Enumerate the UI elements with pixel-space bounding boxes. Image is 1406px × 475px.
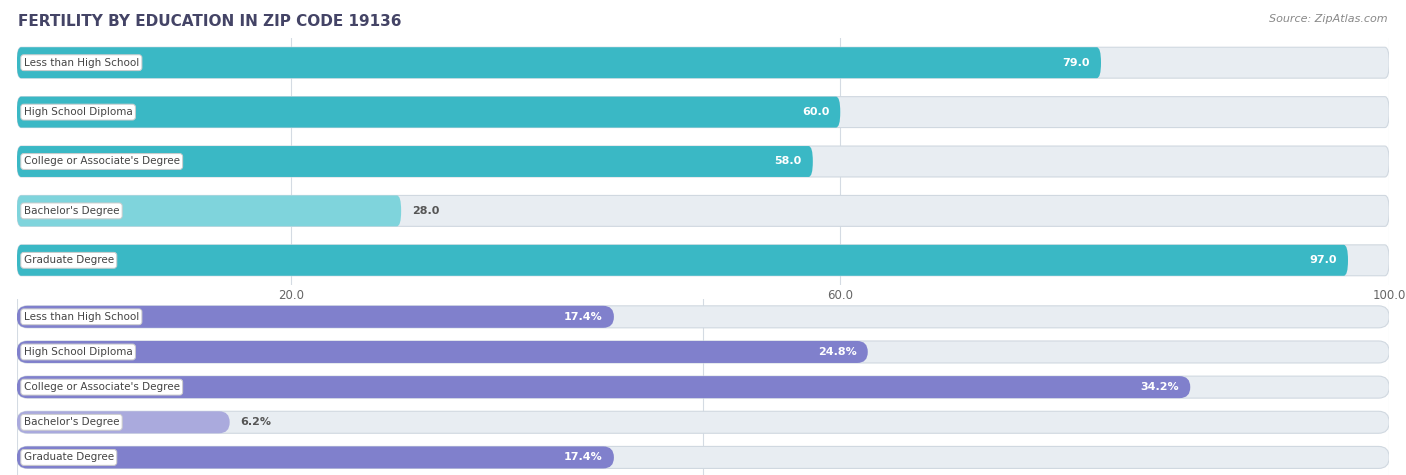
Text: 34.2%: 34.2% bbox=[1140, 382, 1180, 392]
FancyBboxPatch shape bbox=[17, 47, 1389, 78]
Text: 17.4%: 17.4% bbox=[564, 312, 603, 322]
Text: Less than High School: Less than High School bbox=[24, 57, 139, 68]
FancyBboxPatch shape bbox=[17, 245, 1389, 276]
FancyBboxPatch shape bbox=[17, 341, 1389, 363]
FancyBboxPatch shape bbox=[17, 245, 1348, 276]
FancyBboxPatch shape bbox=[17, 146, 813, 177]
FancyBboxPatch shape bbox=[17, 306, 1389, 328]
FancyBboxPatch shape bbox=[17, 376, 1389, 398]
FancyBboxPatch shape bbox=[17, 411, 229, 433]
FancyBboxPatch shape bbox=[17, 411, 1389, 433]
Text: 17.4%: 17.4% bbox=[564, 452, 603, 463]
Text: 28.0: 28.0 bbox=[412, 206, 440, 216]
Text: High School Diploma: High School Diploma bbox=[24, 107, 132, 117]
FancyBboxPatch shape bbox=[17, 341, 868, 363]
FancyBboxPatch shape bbox=[17, 376, 1191, 398]
FancyBboxPatch shape bbox=[17, 306, 614, 328]
Text: 60.0: 60.0 bbox=[801, 107, 830, 117]
Text: Less than High School: Less than High School bbox=[24, 312, 139, 322]
Text: 97.0: 97.0 bbox=[1309, 255, 1337, 266]
Text: 58.0: 58.0 bbox=[775, 156, 801, 167]
Text: Bachelor's Degree: Bachelor's Degree bbox=[24, 206, 120, 216]
Text: College or Associate's Degree: College or Associate's Degree bbox=[24, 382, 180, 392]
Text: Source: ZipAtlas.com: Source: ZipAtlas.com bbox=[1270, 14, 1388, 24]
Text: Graduate Degree: Graduate Degree bbox=[24, 452, 114, 463]
FancyBboxPatch shape bbox=[17, 446, 1389, 468]
Text: FERTILITY BY EDUCATION IN ZIP CODE 19136: FERTILITY BY EDUCATION IN ZIP CODE 19136 bbox=[18, 14, 402, 29]
FancyBboxPatch shape bbox=[17, 96, 1389, 128]
Text: Bachelor's Degree: Bachelor's Degree bbox=[24, 417, 120, 428]
FancyBboxPatch shape bbox=[17, 195, 1389, 227]
FancyBboxPatch shape bbox=[17, 146, 1389, 177]
Text: 79.0: 79.0 bbox=[1063, 57, 1090, 68]
FancyBboxPatch shape bbox=[17, 96, 841, 128]
Text: Graduate Degree: Graduate Degree bbox=[24, 255, 114, 266]
FancyBboxPatch shape bbox=[17, 47, 1101, 78]
Text: College or Associate's Degree: College or Associate's Degree bbox=[24, 156, 180, 167]
FancyBboxPatch shape bbox=[17, 195, 401, 227]
Text: High School Diploma: High School Diploma bbox=[24, 347, 132, 357]
FancyBboxPatch shape bbox=[17, 446, 614, 468]
Text: 6.2%: 6.2% bbox=[240, 417, 271, 428]
Text: 24.8%: 24.8% bbox=[818, 347, 856, 357]
